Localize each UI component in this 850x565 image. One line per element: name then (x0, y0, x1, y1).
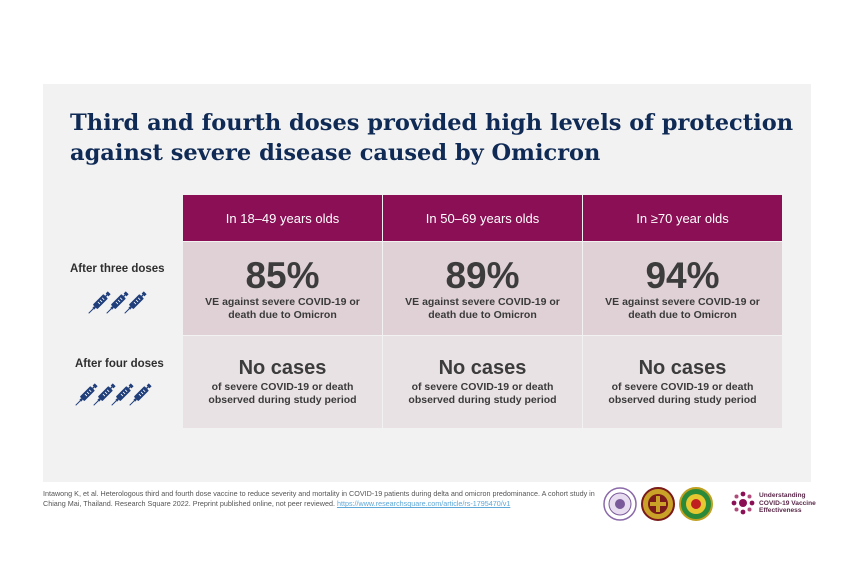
citation-link[interactable]: https://www.researchsquare.com/article/r… (336, 499, 511, 508)
table-cell: 89% VE against severe COVID-19 or death … (383, 242, 582, 335)
table-header-row: In 18–49 years olds In 50–69 years olds … (183, 195, 782, 241)
brand-line-2: COVID-19 Vaccine (759, 499, 816, 507)
table-cell: No cases of severe COVID-19 or death obs… (583, 336, 782, 428)
brand-text: Understanding COVID-19 Vaccine Effective… (759, 492, 819, 515)
three-syringes-icon (85, 289, 149, 317)
cell-caption-line-2: death due to Omicron (228, 308, 337, 321)
brand-line-3: Effectiveness (759, 507, 802, 514)
row-label-three-doses: After three doses (70, 263, 165, 275)
cell-caption-line-1: of severe COVID-19 or death (611, 381, 754, 393)
results-table: In 18–49 years olds In 50–69 years olds … (183, 195, 782, 428)
slide-title: Third and fourth doses provided high lev… (70, 108, 794, 168)
cell-caption-line-2: death due to Omicron (428, 308, 537, 321)
cell-caption-line-2: observed during study period (408, 394, 557, 406)
table-cell: 94% VE against severe COVID-19 or death … (583, 242, 782, 335)
table-cell: No cases of severe COVID-19 or death obs… (183, 336, 382, 428)
vaccine-effectiveness-brand-icon (731, 491, 755, 515)
cell-caption-line-2: observed during study period (608, 394, 757, 406)
column-header-18-49: In 18–49 years olds (183, 195, 382, 241)
brand-line-1: Understanding (759, 492, 806, 499)
table-row-three-doses: 85% VE against severe COVID-19 or death … (183, 242, 782, 335)
cell-caption-line-1: VE against severe COVID-19 or (205, 295, 360, 308)
cell-caption-line-1: of severe COVID-19 or death (211, 381, 354, 393)
cell-caption-line-2: death due to Omicron (628, 308, 737, 321)
no-cases-text: No cases (638, 357, 727, 379)
title-line-2: against severe disease caused by Omicron (70, 140, 601, 166)
ve-percentage: 89% (445, 254, 520, 296)
university-seal-logo (641, 487, 675, 521)
cell-caption-line-2: observed during study period (208, 394, 357, 406)
no-cases-text: No cases (238, 357, 327, 379)
ve-percentage: 94% (645, 254, 720, 296)
table-cell: No cases of severe COVID-19 or death obs… (383, 336, 582, 428)
cell-caption-line-1: VE against severe COVID-19 or (605, 295, 760, 308)
cell-caption-line-1: of severe COVID-19 or death (411, 381, 554, 393)
institution-seal-logo (603, 487, 637, 521)
column-header-70-plus: In ≥70 year olds (583, 195, 782, 241)
row-label-four-doses: After four doses (75, 358, 164, 370)
citation-text: Intawong K, et al. Heterologous third an… (43, 489, 595, 508)
table-cell: 85% VE against severe COVID-19 or death … (183, 242, 382, 335)
four-syringes-icon (72, 381, 154, 409)
column-header-50-69: In 50–69 years olds (383, 195, 582, 241)
health-office-seal-logo (679, 487, 713, 521)
no-cases-text: No cases (438, 357, 527, 379)
title-line-1: Third and fourth doses provided high lev… (70, 110, 794, 136)
ve-percentage: 85% (245, 254, 320, 296)
citation: Intawong K, et al. Heterologous third an… (43, 489, 603, 509)
table-row-four-doses: No cases of severe COVID-19 or death obs… (183, 336, 782, 428)
cell-caption-line-1: VE against severe COVID-19 or (405, 295, 560, 308)
